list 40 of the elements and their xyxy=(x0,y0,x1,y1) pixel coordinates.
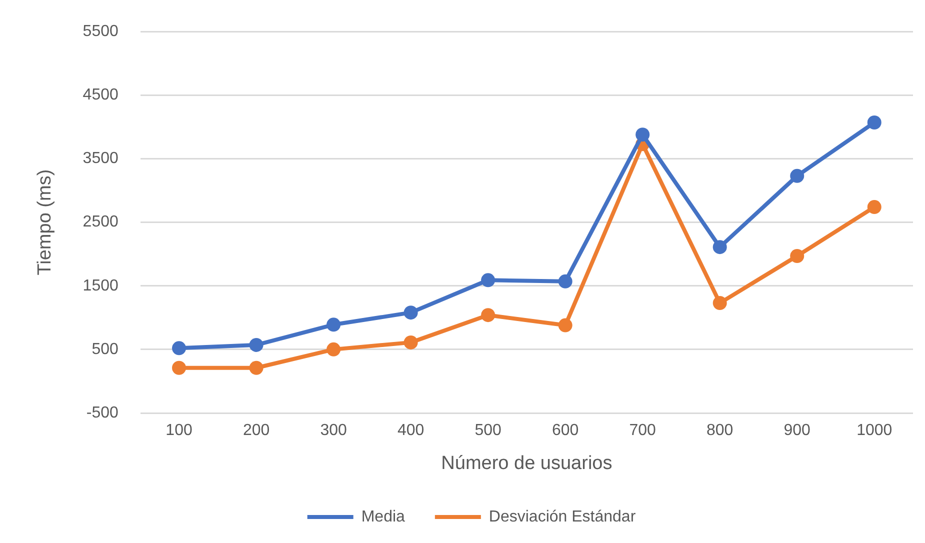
x-tick-label: 400 xyxy=(397,422,424,440)
x-tick-label: 800 xyxy=(706,422,734,440)
point xyxy=(712,240,727,254)
x-tick-label: 300 xyxy=(320,422,347,440)
point xyxy=(558,274,572,288)
point xyxy=(326,342,341,356)
x-tick-label: 600 xyxy=(552,422,579,440)
x-tick-label: 900 xyxy=(784,422,811,440)
point xyxy=(249,360,264,375)
point xyxy=(558,318,572,332)
point xyxy=(481,308,496,322)
point xyxy=(404,335,418,350)
x-tick-label: 1000 xyxy=(856,422,892,440)
y-tick-label: 3500 xyxy=(82,150,118,168)
y-tick-label: -500 xyxy=(86,404,118,422)
y-tick-label: 500 xyxy=(92,340,118,358)
legend-label: Desviación Estándar xyxy=(488,508,636,526)
legend-label: Media xyxy=(361,508,406,526)
point xyxy=(326,318,341,332)
x-tick-label: 500 xyxy=(474,422,502,440)
point xyxy=(249,338,264,352)
x-tick-label: 200 xyxy=(242,422,270,440)
x-tick-label: 700 xyxy=(629,422,656,440)
point xyxy=(867,116,882,130)
point xyxy=(636,128,650,142)
point xyxy=(790,168,804,183)
x-tick-label: 100 xyxy=(166,422,192,440)
point xyxy=(867,200,882,214)
point xyxy=(404,306,418,320)
point xyxy=(172,341,186,356)
point xyxy=(790,248,804,263)
x-axis-title: Número de usuarios xyxy=(441,452,612,474)
point xyxy=(712,296,727,310)
y-axis-title: Tiempo (ms) xyxy=(34,169,56,276)
point xyxy=(172,360,186,375)
y-tick-label: 5500 xyxy=(82,23,118,40)
y-tick-label: 4500 xyxy=(82,86,118,104)
y-tick-label: 2500 xyxy=(82,214,118,231)
y-tick-label: 1500 xyxy=(82,277,118,294)
point xyxy=(481,273,496,288)
